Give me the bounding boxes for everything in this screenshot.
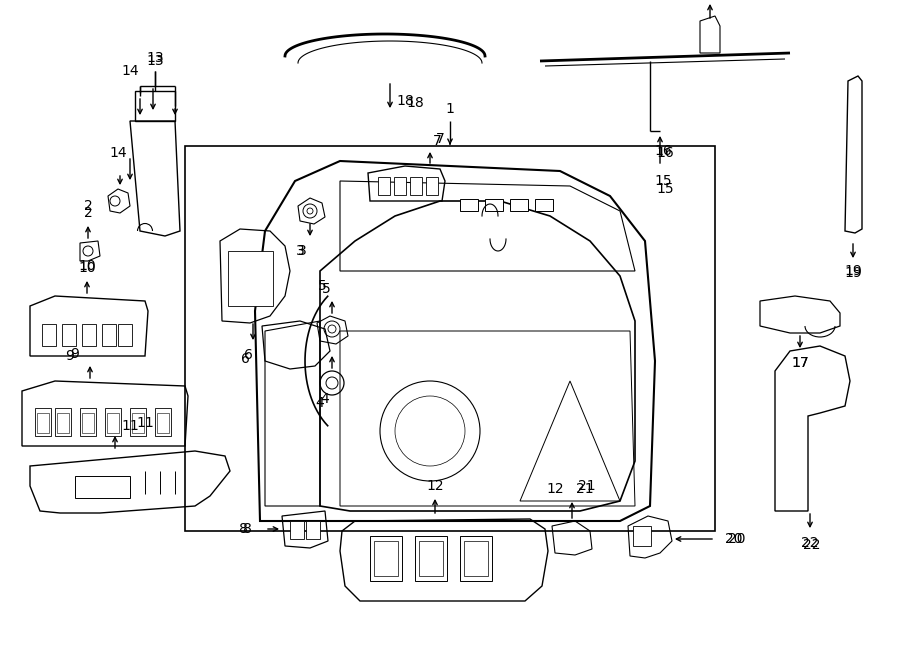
Bar bbox=[157, 413, 169, 433]
Bar bbox=[464, 541, 488, 576]
Bar bbox=[42, 324, 56, 346]
Bar bbox=[535, 199, 553, 211]
Text: 17: 17 bbox=[791, 356, 809, 370]
Bar bbox=[415, 536, 447, 581]
Bar bbox=[80, 408, 96, 436]
Bar bbox=[107, 413, 119, 433]
Bar bbox=[378, 177, 390, 195]
Text: 10: 10 bbox=[78, 261, 95, 275]
Text: 10: 10 bbox=[78, 259, 95, 273]
Text: 4: 4 bbox=[320, 392, 329, 406]
Text: 13: 13 bbox=[146, 51, 164, 65]
Bar bbox=[75, 476, 130, 498]
Bar bbox=[306, 521, 320, 539]
Bar bbox=[185, 146, 715, 531]
Bar bbox=[82, 413, 94, 433]
Text: 20: 20 bbox=[725, 532, 742, 546]
Text: 5: 5 bbox=[318, 279, 327, 293]
Text: 15: 15 bbox=[654, 174, 671, 188]
Text: 9: 9 bbox=[70, 347, 79, 361]
Text: 16: 16 bbox=[654, 144, 672, 158]
Bar bbox=[460, 199, 478, 211]
Bar bbox=[633, 526, 651, 546]
Text: 3: 3 bbox=[295, 244, 304, 258]
Text: 17: 17 bbox=[791, 356, 809, 370]
Text: 3: 3 bbox=[298, 244, 306, 258]
Text: 5: 5 bbox=[321, 282, 330, 296]
Bar bbox=[290, 521, 304, 539]
Text: 4: 4 bbox=[316, 396, 324, 410]
Bar bbox=[62, 324, 76, 346]
Text: 12: 12 bbox=[546, 482, 563, 496]
Bar bbox=[82, 324, 96, 346]
Bar bbox=[130, 408, 146, 436]
Text: 21: 21 bbox=[578, 479, 596, 493]
Text: 16: 16 bbox=[656, 146, 674, 160]
Text: 13: 13 bbox=[146, 54, 164, 68]
Text: 20: 20 bbox=[728, 532, 745, 546]
Text: 11: 11 bbox=[136, 416, 154, 430]
Text: 19: 19 bbox=[844, 264, 862, 278]
Text: 12: 12 bbox=[427, 479, 444, 493]
Text: 9: 9 bbox=[66, 349, 75, 363]
Bar bbox=[37, 413, 49, 433]
Bar bbox=[155, 408, 171, 436]
Text: 14: 14 bbox=[122, 64, 139, 78]
Bar bbox=[35, 408, 51, 436]
Bar bbox=[105, 408, 121, 436]
Bar bbox=[118, 324, 132, 346]
Bar bbox=[419, 541, 443, 576]
Bar bbox=[370, 536, 402, 581]
Bar bbox=[394, 177, 406, 195]
Text: 21: 21 bbox=[576, 482, 594, 496]
Bar bbox=[410, 177, 422, 195]
Text: 7: 7 bbox=[433, 134, 441, 148]
Bar bbox=[485, 199, 503, 211]
Text: 1: 1 bbox=[446, 102, 454, 116]
Text: 11: 11 bbox=[122, 419, 139, 433]
Text: 8: 8 bbox=[243, 522, 252, 536]
Bar bbox=[132, 413, 144, 433]
Text: 8: 8 bbox=[239, 522, 248, 536]
Text: 6: 6 bbox=[244, 348, 252, 362]
Bar bbox=[102, 324, 116, 346]
Text: 14: 14 bbox=[109, 146, 127, 160]
Text: 18: 18 bbox=[396, 94, 414, 108]
Text: 2: 2 bbox=[84, 206, 93, 220]
Text: 2: 2 bbox=[84, 199, 93, 213]
Text: 18: 18 bbox=[406, 96, 424, 110]
Text: 19: 19 bbox=[844, 266, 862, 280]
Text: 6: 6 bbox=[240, 352, 249, 366]
Bar bbox=[374, 541, 398, 576]
Bar bbox=[55, 408, 71, 436]
Text: 7: 7 bbox=[436, 132, 445, 146]
Text: 22: 22 bbox=[803, 538, 821, 552]
Bar bbox=[228, 251, 273, 306]
Text: 15: 15 bbox=[656, 182, 674, 196]
Text: 22: 22 bbox=[801, 536, 819, 550]
Bar bbox=[460, 536, 492, 581]
Bar bbox=[510, 199, 528, 211]
Bar bbox=[57, 413, 69, 433]
Bar bbox=[426, 177, 438, 195]
